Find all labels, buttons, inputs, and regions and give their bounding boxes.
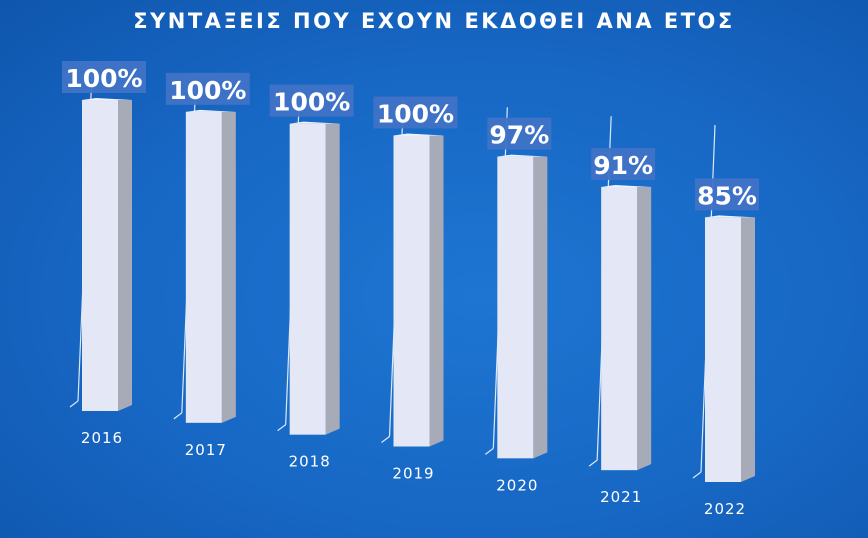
bar-2017	[185, 111, 222, 423]
bar-2022	[705, 217, 741, 482]
value-label-box	[165, 72, 250, 105]
divider-foot	[588, 459, 598, 467]
chart-title: ΣΥΝΤΑΞΕΙΣ ΠΟΥ ΕΧΟΥΝ ΕΚΔΟΘΕΙ ΑΝΑ ΕΤΟΣ	[133, 9, 735, 33]
value-label-box	[373, 96, 458, 129]
value-label-box	[487, 117, 552, 150]
value-label-2021: 91%	[593, 151, 653, 180]
value-label-2019: 100%	[377, 100, 454, 129]
bar-2020	[497, 156, 534, 459]
bar-top-2020	[497, 154, 548, 157]
tick-label-2017: 2017	[185, 441, 227, 459]
bar-2016	[82, 100, 118, 411]
bar-top-2019	[393, 133, 444, 136]
value-label-box	[695, 178, 759, 211]
value-label-2017: 100%	[169, 76, 246, 105]
divider-foot	[692, 471, 702, 479]
value-label-box	[269, 84, 354, 117]
bar-side-2016	[118, 100, 132, 411]
divider-foot	[277, 424, 287, 432]
value-label-2020: 97%	[489, 121, 549, 150]
divider-foot	[69, 400, 79, 408]
bar-side-2019	[429, 135, 444, 447]
value-label-box	[591, 147, 656, 180]
bar-top-2016	[82, 98, 132, 100]
bar-top-2022	[705, 215, 755, 218]
tick-label-2016: 2016	[81, 429, 123, 447]
bar-2018	[289, 123, 326, 435]
value-label-2018: 100%	[273, 88, 350, 117]
bar-top-2018	[289, 121, 340, 124]
bar-2019	[393, 135, 430, 447]
bar-top-2017	[185, 109, 236, 112]
divider-foot	[173, 412, 183, 420]
value-label-2022: 85%	[697, 181, 757, 210]
bar-side-2021	[637, 186, 652, 471]
bar-side-2020	[533, 156, 548, 459]
bar-top-2021	[601, 184, 652, 187]
tick-label-2018: 2018	[289, 453, 331, 471]
bar-side-2017	[221, 111, 236, 423]
divider-foot	[381, 436, 390, 443]
tick-label-2019: 2019	[392, 465, 434, 483]
bar-side-2022	[741, 217, 755, 482]
divider-foot	[484, 447, 494, 455]
bar-side-2018	[325, 123, 340, 435]
tick-label-2020: 2020	[496, 476, 538, 494]
tick-label-2021: 2021	[600, 488, 642, 506]
value-label-2016: 100%	[65, 64, 142, 93]
bar-2021	[601, 186, 638, 471]
value-label-box	[62, 61, 146, 93]
tick-label-2022: 2022	[704, 500, 746, 518]
